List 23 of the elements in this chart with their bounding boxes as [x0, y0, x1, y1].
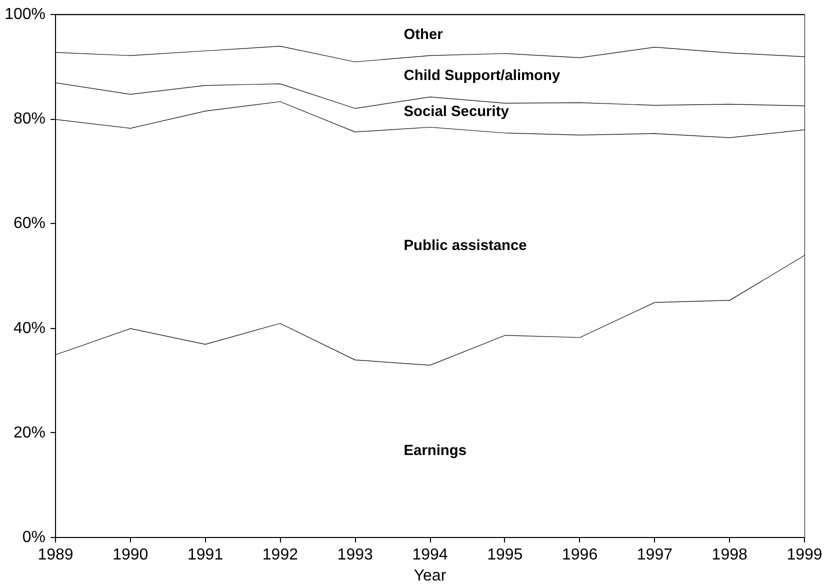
y-tick-label: 60% — [13, 215, 46, 232]
y-tick-label: 0% — [22, 529, 46, 546]
y-tick-label: 100% — [4, 6, 46, 23]
x-tick-label: 1992 — [262, 546, 298, 564]
series-label: Earnings — [404, 443, 467, 460]
x-tick-label: 1999 — [786, 546, 822, 564]
series-label: Child Support/alimony — [404, 68, 561, 84]
x-tick-label: 1993 — [337, 546, 373, 564]
x-tick-label: 1994 — [412, 546, 448, 564]
y-tick-label: 80% — [13, 110, 46, 128]
x-tick-label: 1996 — [562, 546, 598, 564]
x-tick-label: 1997 — [636, 546, 673, 564]
series-label: Social Security — [404, 104, 510, 120]
x-tick-label: 1989 — [38, 546, 74, 564]
series-label: Other — [404, 26, 444, 43]
x-tick-label: 1998 — [712, 546, 748, 564]
x-axis-title: Year — [414, 568, 447, 584]
y-tick-label: 20% — [13, 424, 46, 442]
series-label: Public assistance — [404, 238, 527, 254]
x-tick-label: 1995 — [487, 546, 523, 564]
x-tick-label: 1990 — [112, 546, 148, 564]
y-tick-label: 40% — [13, 320, 46, 337]
x-tick-label: 1991 — [188, 546, 224, 564]
